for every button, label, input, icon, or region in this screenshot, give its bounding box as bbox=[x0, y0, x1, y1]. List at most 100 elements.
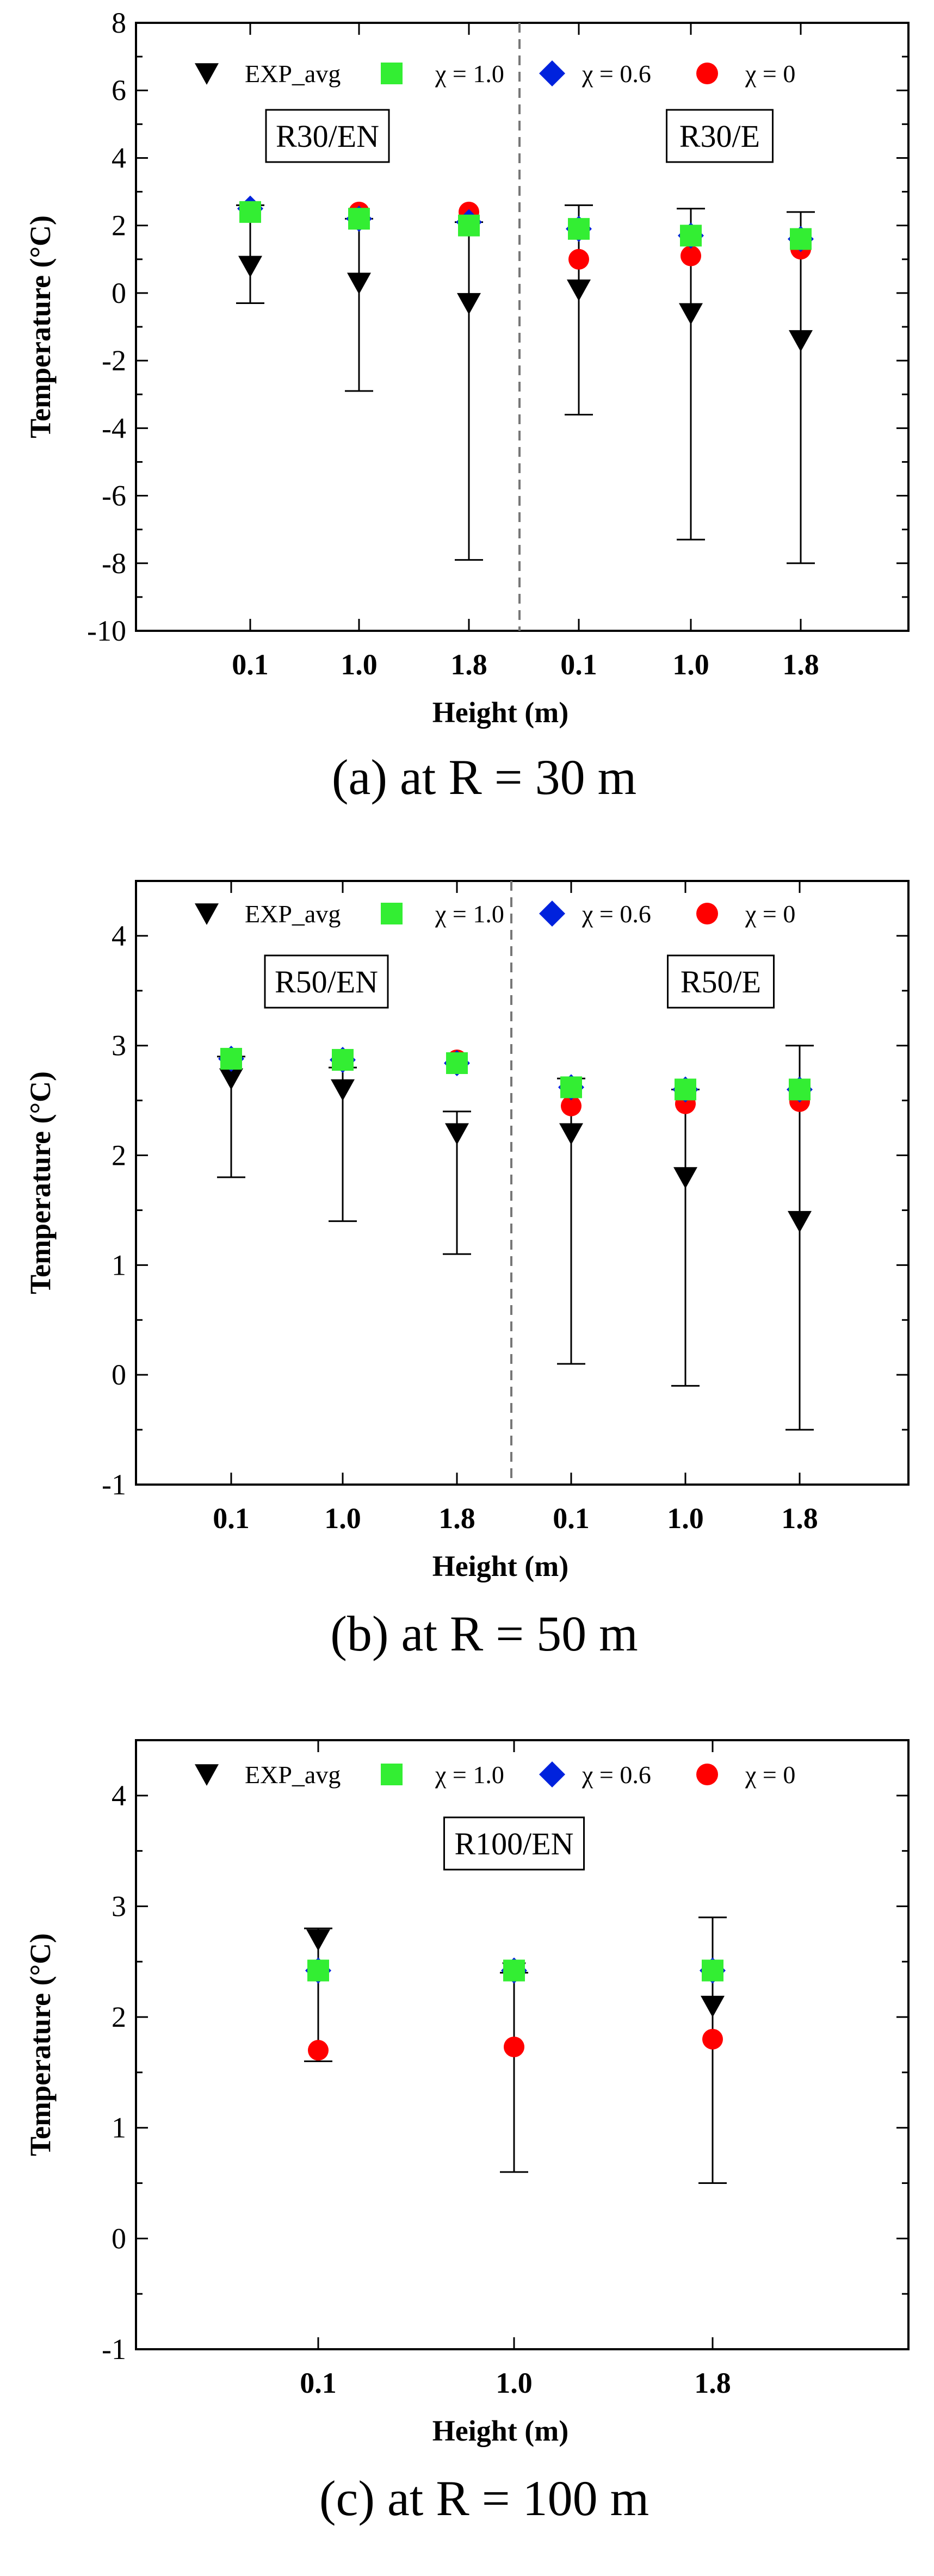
y-tick-label: 4 bbox=[112, 1779, 126, 1812]
label-box-r50-e bbox=[667, 954, 775, 1009]
x-axis-title: Height (m) bbox=[432, 1550, 568, 1582]
legend-label: EXP_avg bbox=[245, 900, 341, 928]
x-tick-label: 1.0 bbox=[667, 1502, 704, 1535]
legend-marker-2 bbox=[539, 60, 565, 86]
x-tick-label: 1.0 bbox=[672, 648, 709, 681]
y-tick-label: 1 bbox=[112, 2112, 126, 2144]
series-EXP_avg bbox=[217, 1045, 814, 1431]
y-tick-label: 6 bbox=[112, 74, 126, 107]
y-axis-title: Temperature (°C) bbox=[24, 1071, 57, 1294]
y-tick-label: -1 bbox=[102, 2333, 126, 2366]
y-tick-label: -2 bbox=[102, 344, 126, 377]
y-tick-label: -6 bbox=[102, 480, 126, 512]
data-point-triangle-down bbox=[559, 1123, 583, 1145]
data-point-square bbox=[332, 1048, 354, 1071]
y-tick-label: 4 bbox=[112, 920, 126, 952]
label-box-r30-en bbox=[265, 109, 390, 163]
data-point-square bbox=[680, 225, 702, 247]
x-tick-label: 1.0 bbox=[341, 648, 378, 681]
series-χ = 0 bbox=[240, 201, 811, 270]
data-point-square bbox=[702, 1959, 723, 1982]
group-label: R30/EN bbox=[276, 119, 379, 154]
data-point-square bbox=[458, 214, 480, 237]
y-tick-label: -10 bbox=[87, 614, 126, 647]
legend-marker-1 bbox=[381, 63, 403, 84]
x-axis-title: Height (m) bbox=[432, 696, 568, 729]
figure-caption: (a) at R = 30 m bbox=[332, 749, 636, 805]
y-tick-label: 0 bbox=[112, 1358, 126, 1391]
legend-marker-1 bbox=[381, 903, 403, 924]
y-tick-label: 2 bbox=[112, 209, 126, 242]
label-box-r100-en bbox=[443, 1816, 585, 1871]
legend-label: χ = 1.0 bbox=[435, 60, 504, 88]
data-point-square bbox=[560, 1076, 582, 1098]
legend-label: χ = 0 bbox=[745, 900, 795, 928]
data-point-square bbox=[568, 218, 590, 240]
y-axis-title: Temperature (°C) bbox=[24, 1933, 57, 2156]
x-tick-label: 1.8 bbox=[450, 648, 487, 681]
legend-marker-2 bbox=[539, 901, 565, 927]
chart-panel-1: -10 -8 -6 -4 -2 0 2 4 6 8 0.1 1.0 1.8 0.1 1.0 1.8 Height… bbox=[24, 7, 910, 805]
y-tick-label: -4 bbox=[102, 412, 126, 444]
x-tick-label: 1.0 bbox=[324, 1502, 361, 1535]
x-tick-label: 0.1 bbox=[300, 2367, 337, 2399]
legend-label: χ = 0 bbox=[745, 1761, 795, 1789]
x-tick-label: 1.8 bbox=[782, 648, 819, 681]
y-axis-title: Temperature (°C) bbox=[24, 215, 57, 438]
data-point-circle bbox=[308, 2040, 329, 2061]
data-point-triangle-down bbox=[306, 1929, 330, 1951]
data-point-circle bbox=[568, 249, 589, 270]
legend-marker-2 bbox=[539, 1761, 565, 1787]
legend-label: χ = 1.0 bbox=[435, 900, 504, 928]
legend-label: χ = 0.6 bbox=[582, 900, 651, 928]
x-axis-title: Height (m) bbox=[432, 2414, 568, 2447]
legend-label: χ = 0 bbox=[745, 60, 795, 88]
legend-label: EXP_avg bbox=[245, 60, 341, 88]
figure-caption: (c) at R = 100 m bbox=[319, 2471, 649, 2526]
data-point-square bbox=[789, 1078, 811, 1101]
data-point-triangle-down bbox=[445, 1123, 469, 1145]
legend-label: χ = 0.6 bbox=[582, 1761, 651, 1789]
legend-label: EXP_avg bbox=[245, 1761, 341, 1789]
data-point-square bbox=[790, 228, 812, 250]
data-point-triangle-down bbox=[789, 330, 813, 352]
legend-marker-0 bbox=[195, 1764, 219, 1786]
chart-panel-2: -1 0 1 2 3 4 0.1 1.0 1.8 0.1 1.0 1.8 Height (m) Tempe… bbox=[24, 880, 910, 1661]
data-point-triangle-down bbox=[219, 1068, 243, 1090]
y-tick-label: 4 bbox=[112, 141, 126, 174]
series-χ = 1.0 bbox=[307, 1959, 723, 1982]
group-label: R30/E bbox=[679, 119, 760, 154]
y-tick-label: 3 bbox=[112, 1890, 126, 1922]
data-point-square bbox=[220, 1047, 242, 1070]
series-χ = 0.6 bbox=[218, 1045, 813, 1103]
legend-marker-0 bbox=[195, 63, 219, 85]
data-point-triangle-down bbox=[788, 1211, 812, 1233]
series-EXP_avg bbox=[236, 204, 815, 564]
series-χ = 0.6 bbox=[237, 195, 814, 252]
x-tick-label: 0.1 bbox=[553, 1502, 590, 1535]
series-χ = 0 bbox=[221, 1048, 810, 1116]
chart-panel-3: -1 0 1 2 3 4 0.1 1.0 1.8 Height (m) Temperature (°… bbox=[24, 1739, 910, 2526]
data-point-square bbox=[307, 1959, 329, 1982]
data-point-triangle-down bbox=[457, 293, 481, 315]
data-point-square bbox=[675, 1078, 696, 1101]
series-χ = 1.0 bbox=[239, 201, 812, 250]
data-point-triangle-down bbox=[673, 1167, 697, 1189]
group-label: R50/E bbox=[681, 964, 761, 1000]
plot-frame bbox=[135, 1739, 910, 2350]
y-tick-label: -8 bbox=[102, 547, 126, 580]
x-tick-label: 1.8 bbox=[781, 1502, 818, 1535]
data-point-circle bbox=[681, 245, 701, 266]
x-tick-label: 1.8 bbox=[438, 1502, 475, 1535]
x-tick-label: 1.8 bbox=[694, 2367, 731, 2399]
legend-label: χ = 1.0 bbox=[435, 1761, 504, 1789]
data-point-triangle-down bbox=[331, 1079, 355, 1101]
plot-frame bbox=[135, 880, 910, 1486]
legend-marker-3 bbox=[696, 63, 718, 84]
data-point-triangle-down bbox=[679, 303, 703, 325]
x-tick-label: 0.1 bbox=[560, 648, 597, 681]
label-box-r50-en bbox=[264, 954, 389, 1009]
data-point-square bbox=[239, 201, 261, 223]
data-point-triangle-down bbox=[701, 1996, 725, 2018]
